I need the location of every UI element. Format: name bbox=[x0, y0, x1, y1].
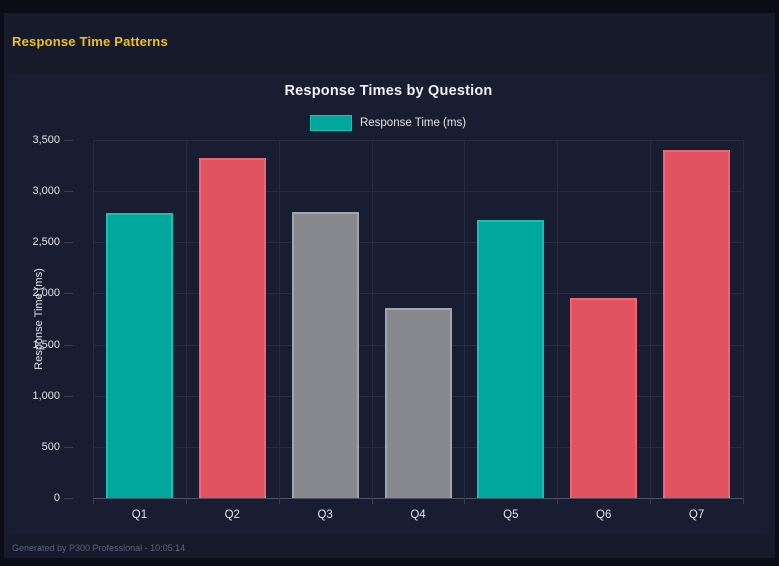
y-tick-mark bbox=[64, 395, 73, 397]
y-tick-mark bbox=[64, 242, 73, 244]
y-tick-label: 3,500 bbox=[32, 134, 60, 146]
gridline-vertical bbox=[743, 140, 744, 498]
bar-q1[interactable] bbox=[105, 212, 173, 498]
bar-q5[interactable] bbox=[477, 219, 545, 498]
gridline-vertical bbox=[557, 140, 559, 498]
chart-legend[interactable]: Response Time (ms) bbox=[8, 114, 769, 132]
gridline-vertical bbox=[93, 140, 94, 498]
x-axis: Q1 Q2 Q3 Q4 Q5 Q6 Q7 bbox=[93, 498, 744, 525]
x-tick-mark bbox=[185, 498, 187, 504]
y-tick-label: 500 bbox=[41, 440, 60, 453]
x-tick-mark bbox=[743, 498, 744, 504]
legend-swatch bbox=[309, 115, 352, 131]
y-tick-label: 2,000 bbox=[32, 287, 60, 300]
x-tick-label: Q2 bbox=[224, 509, 240, 521]
x-tick-mark bbox=[371, 498, 373, 504]
y-tick-mark bbox=[64, 446, 73, 448]
chart-title: Response Times by Question bbox=[284, 83, 493, 99]
x-tick-label: Q5 bbox=[503, 509, 519, 521]
footer-text: Generated by P300 Professional - 10:05:1… bbox=[12, 543, 186, 553]
y-tick-mark bbox=[64, 344, 73, 346]
page-title: Response Time Patterns bbox=[12, 34, 168, 49]
x-tick-label: Q6 bbox=[596, 509, 612, 521]
y-tick-mark bbox=[64, 191, 73, 193]
bar-q4[interactable] bbox=[384, 307, 452, 498]
gridline-vertical bbox=[371, 140, 373, 498]
plot-area bbox=[93, 140, 744, 499]
gridline-vertical bbox=[464, 140, 466, 498]
x-tick-label: Q7 bbox=[688, 509, 705, 521]
y-tick-label: 2,500 bbox=[32, 236, 60, 249]
chart-panel: Response Times by Question Response Time… bbox=[8, 73, 769, 535]
x-tick-label: Q1 bbox=[131, 509, 148, 521]
app-background: Response Time Patterns Response Times by… bbox=[4, 13, 775, 558]
gridline-horizontal bbox=[93, 293, 743, 295]
x-tick-mark bbox=[650, 498, 652, 504]
y-tick-label: 1,000 bbox=[32, 389, 60, 402]
x-tick-mark bbox=[278, 498, 280, 504]
y-tick-label: 0 bbox=[53, 492, 60, 504]
bar-q2[interactable] bbox=[198, 158, 266, 498]
gridline-vertical bbox=[278, 140, 280, 498]
gridline-vertical bbox=[185, 140, 187, 498]
x-tick-label: Q4 bbox=[410, 509, 426, 521]
x-tick-mark bbox=[557, 498, 559, 504]
gridline-vertical bbox=[650, 140, 652, 498]
y-tick-mark bbox=[64, 293, 73, 295]
y-tick-mark bbox=[64, 140, 73, 141]
bar-q6[interactable] bbox=[570, 297, 638, 498]
bar-q7[interactable] bbox=[663, 150, 731, 498]
gridline-horizontal bbox=[93, 191, 743, 193]
bar-q3[interactable] bbox=[291, 211, 359, 498]
y-tick-label: 1,500 bbox=[32, 338, 60, 351]
gridline-horizontal bbox=[93, 242, 743, 244]
legend-label: Response Time (ms) bbox=[359, 117, 467, 129]
gridline-horizontal bbox=[93, 498, 743, 499]
x-tick-mark bbox=[93, 498, 94, 504]
x-tick-label: Q3 bbox=[317, 509, 333, 521]
y-tick-label: 3,000 bbox=[32, 185, 60, 198]
y-axis: 3,500 3,000 2,500 2,000 1,500 1,000 500 0 bbox=[8, 134, 74, 504]
x-tick-mark bbox=[464, 498, 466, 504]
y-tick-mark bbox=[64, 498, 73, 499]
chart-area: Response Time (ms) 3,500 3,000 2,500 2,000 1… bbox=[8, 73, 769, 535]
gridline-horizontal bbox=[93, 140, 743, 141]
